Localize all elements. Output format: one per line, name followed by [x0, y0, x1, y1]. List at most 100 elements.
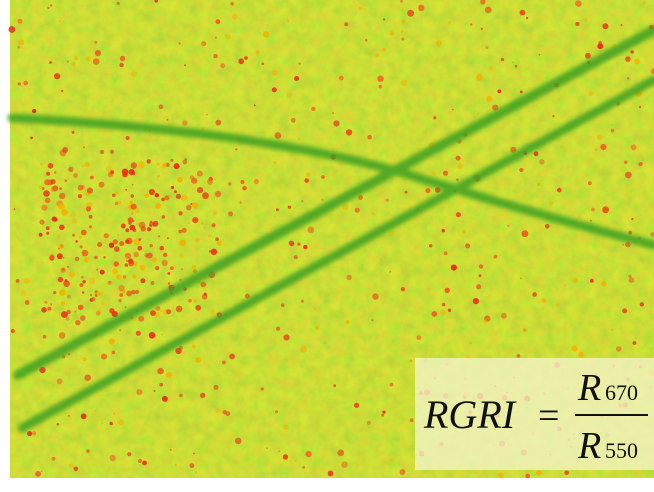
spot — [89, 215, 93, 219]
spot — [367, 135, 372, 140]
spot — [622, 308, 627, 313]
spot — [590, 220, 592, 222]
spot — [181, 268, 183, 270]
spot — [161, 198, 165, 202]
spot — [50, 303, 52, 305]
spot — [123, 275, 127, 279]
spot — [486, 96, 492, 102]
spot — [93, 58, 100, 65]
spot — [90, 294, 92, 296]
spot — [390, 31, 394, 35]
spot — [301, 300, 304, 303]
spot — [342, 204, 348, 210]
spot — [232, 14, 238, 20]
spot — [131, 194, 134, 197]
spot — [381, 414, 384, 417]
spot — [136, 389, 142, 395]
spot — [138, 238, 141, 241]
spot — [132, 274, 136, 278]
spot — [42, 262, 44, 264]
spot — [117, 234, 119, 236]
spot — [116, 191, 120, 195]
spot — [301, 200, 303, 202]
spot — [125, 228, 129, 232]
spot — [110, 150, 114, 154]
spot — [634, 59, 640, 65]
spot — [118, 285, 124, 291]
spot — [631, 218, 633, 220]
spot — [213, 212, 216, 215]
spot — [161, 334, 163, 336]
spot — [575, 22, 579, 26]
spot — [47, 307, 51, 311]
numerator-symbol: R — [577, 367, 601, 409]
spot — [112, 193, 116, 197]
spot — [440, 310, 446, 316]
spot — [207, 179, 213, 185]
spot — [192, 202, 198, 208]
formula-box: RGRI = R 670 R 550 — [415, 358, 654, 470]
spot — [425, 188, 430, 193]
spot — [520, 10, 526, 16]
spot — [129, 201, 133, 205]
spot — [479, 274, 482, 277]
spot — [294, 255, 298, 259]
spot — [100, 270, 105, 275]
spot — [166, 372, 172, 378]
spot — [235, 438, 242, 445]
spot — [156, 306, 161, 311]
spot — [571, 345, 577, 351]
spot — [372, 212, 375, 215]
spot — [163, 253, 167, 257]
spot — [58, 203, 64, 209]
spot — [442, 229, 445, 232]
spot — [642, 1, 645, 4]
spot — [168, 282, 170, 284]
spot — [322, 199, 324, 201]
spot — [281, 303, 285, 307]
spot — [57, 423, 60, 426]
spot — [185, 158, 188, 161]
spot — [176, 194, 181, 199]
spot — [308, 227, 315, 234]
spot — [50, 254, 55, 259]
spot — [101, 302, 104, 305]
spot — [178, 211, 182, 215]
spot — [211, 223, 215, 227]
spot — [278, 450, 280, 452]
spot — [254, 105, 256, 107]
spot — [193, 299, 197, 303]
spot — [40, 163, 43, 166]
spot — [451, 265, 457, 271]
spot — [432, 311, 438, 317]
spot — [344, 22, 348, 26]
spot — [65, 180, 67, 182]
spot — [41, 205, 47, 211]
spot — [137, 246, 142, 251]
spot — [476, 74, 483, 81]
spot — [210, 309, 215, 314]
spot — [498, 473, 504, 479]
spot — [23, 81, 28, 86]
spot — [167, 237, 169, 239]
spot — [328, 471, 334, 477]
spot — [180, 240, 186, 246]
spot — [600, 144, 606, 150]
spot — [150, 310, 156, 316]
spot — [71, 212, 77, 218]
spot — [215, 120, 221, 126]
spot — [44, 179, 50, 185]
spot — [367, 421, 371, 425]
spot — [97, 242, 102, 247]
spot — [355, 208, 360, 213]
spot — [627, 77, 629, 79]
spot — [625, 56, 631, 62]
spot — [377, 76, 383, 82]
spot — [68, 167, 73, 172]
spot — [117, 2, 120, 5]
spot — [73, 173, 78, 178]
spot — [127, 452, 131, 456]
spot — [44, 301, 47, 304]
spot — [83, 146, 85, 148]
spot — [81, 276, 84, 279]
